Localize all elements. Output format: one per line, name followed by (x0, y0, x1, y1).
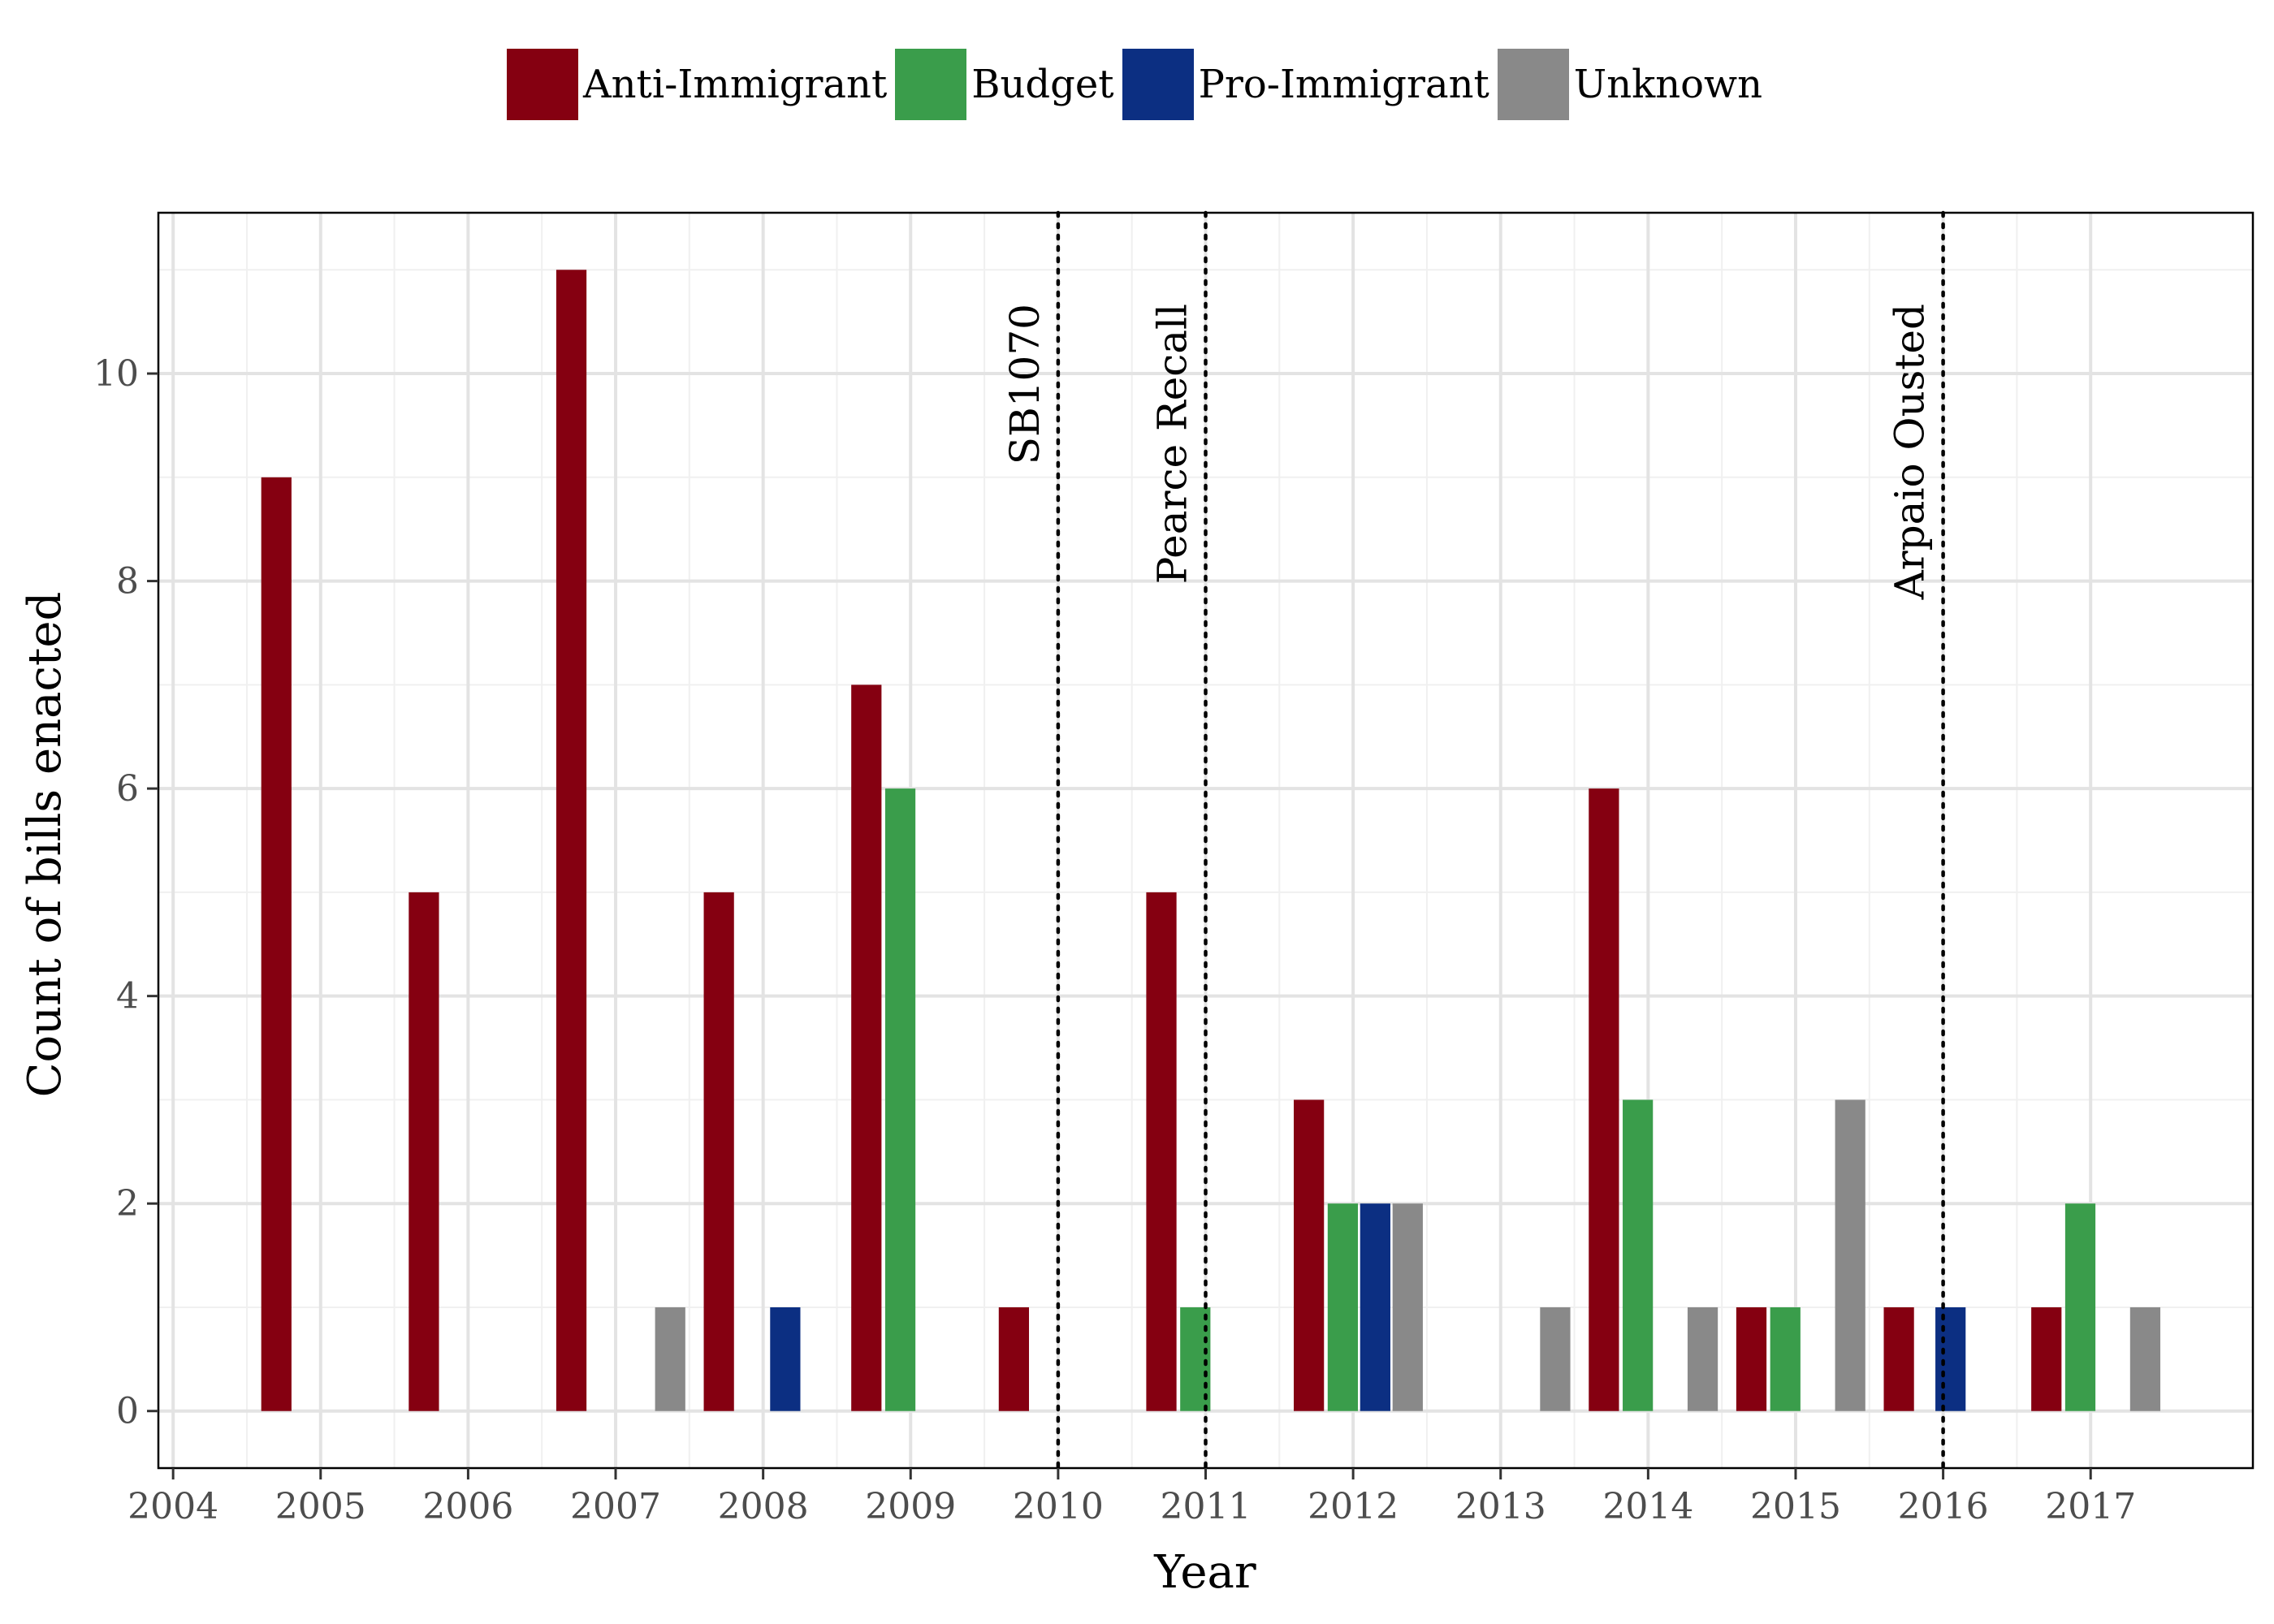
y-tick-label: 10 (93, 353, 139, 395)
bar-anti-immigrant (703, 892, 734, 1411)
bar-anti-immigrant (261, 477, 292, 1411)
bar-budget (884, 788, 916, 1411)
bar-unknown (2129, 1307, 2161, 1411)
bar-budget (1327, 1203, 1359, 1411)
bar-anti-immigrant (1294, 1099, 1325, 1411)
y-axis: 0 2 4 6 8 10 (93, 353, 158, 1432)
reference-line-label: Arpaio Ousted (1887, 304, 1934, 600)
reference-lines: SB1070 Pearce Recall Arpaio Ousted (1001, 210, 1945, 1471)
bar-budget (1770, 1307, 1801, 1411)
bar-pro-immigrant (1360, 1203, 1390, 1411)
chart-legend: Anti-Immigrant Budget Pro-Immigrant Unkn… (0, 49, 2274, 120)
legend-label-pro-immigrant: Pro-Immigrant (1198, 62, 1489, 107)
bar-pro-immigrant (1935, 1307, 1966, 1411)
y-tick-label: 0 (116, 1391, 139, 1432)
legend-item-anti-immigrant: Anti-Immigrant (506, 49, 892, 120)
x-axis: 2004 2005 2006 2007 2008 2009 2010 2011 2012 2013… (128, 1468, 2136, 1527)
x-tick-label: 2015 (1750, 1486, 1841, 1527)
x-tick-label: 2014 (1602, 1486, 1693, 1527)
bars (261, 270, 2161, 1411)
reference-line-label: SB1070 (1001, 304, 1048, 464)
legend-swatch-budget (895, 49, 967, 120)
bar-anti-immigrant (1883, 1307, 1914, 1411)
x-tick-label: 2006 (422, 1486, 513, 1527)
bar-anti-immigrant (409, 892, 439, 1411)
bar-unknown (1687, 1307, 1718, 1411)
x-tick-label: 2004 (128, 1486, 218, 1527)
bar-anti-immigrant (1146, 892, 1177, 1411)
x-tick-label: 2007 (570, 1486, 661, 1527)
x-tick-label: 2012 (1308, 1486, 1399, 1527)
x-tick-label: 2008 (718, 1486, 809, 1527)
x-tick-label: 2011 (1161, 1486, 1252, 1527)
y-tick-label: 2 (116, 1183, 139, 1224)
legend-swatch-unknown (1497, 49, 1569, 120)
x-tick-label: 2013 (1455, 1486, 1546, 1527)
bar-unknown (1835, 1099, 1865, 1411)
bar-anti-immigrant (1589, 788, 1619, 1411)
bar-anti-immigrant (1736, 1307, 1767, 1411)
legend-label-unknown: Unknown (1573, 62, 1763, 107)
legend-item-unknown: Unknown (1497, 49, 1767, 120)
x-tick-label: 2005 (275, 1486, 366, 1527)
legend-swatch-pro-immigrant (1122, 49, 1194, 120)
bar-pro-immigrant (770, 1307, 801, 1411)
reference-line-label: Pearce Recall (1149, 304, 1196, 584)
bar-unknown (1392, 1203, 1423, 1411)
y-tick-label: 6 (116, 768, 139, 810)
y-tick-label: 4 (116, 976, 139, 1017)
legend-label-budget: Budget (971, 62, 1114, 107)
legend-swatch-anti-immigrant (506, 49, 578, 120)
bar-unknown (1540, 1307, 1571, 1411)
bar-budget (1623, 1099, 1654, 1411)
x-tick-label: 2010 (1013, 1486, 1104, 1527)
y-tick-label: 8 (116, 561, 139, 603)
bar-unknown (655, 1307, 685, 1411)
x-tick-label: 2016 (1898, 1486, 1989, 1527)
legend-item-budget: Budget (895, 49, 1118, 120)
x-tick-label: 2009 (865, 1486, 956, 1527)
x-tick-label: 2017 (2045, 1486, 2136, 1527)
bar-anti-immigrant (998, 1307, 1030, 1411)
bar-anti-immigrant (851, 685, 882, 1411)
y-axis-label: Count of bills enacted (19, 592, 71, 1098)
bar-anti-immigrant (2031, 1307, 2062, 1411)
bar-anti-immigrant (556, 270, 587, 1411)
legend-label-anti-immigrant: Anti-Immigrant (582, 62, 888, 107)
bar-budget (2064, 1203, 2096, 1411)
legend-item-pro-immigrant: Pro-Immigrant (1122, 49, 1494, 120)
x-axis-label: Year (1153, 1546, 1256, 1599)
